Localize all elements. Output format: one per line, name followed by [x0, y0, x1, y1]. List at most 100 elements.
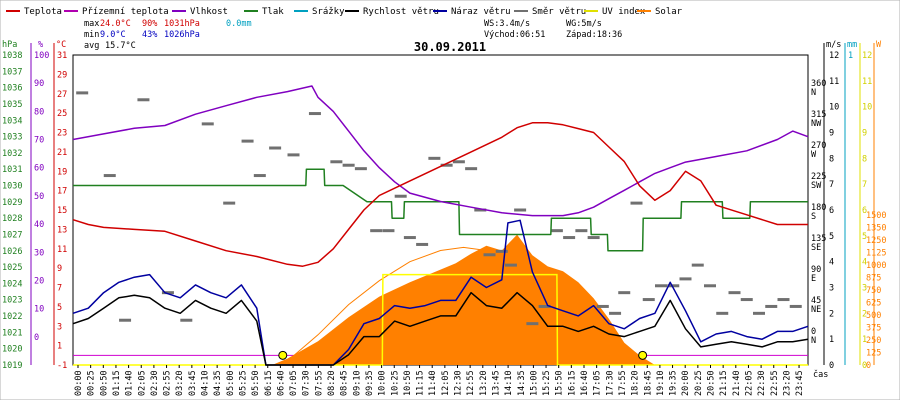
temperature-tick-label: 21 — [57, 148, 67, 158]
min-humidity: 43% — [142, 30, 157, 40]
wind-speed-tick-label: 11 — [829, 77, 839, 87]
x-tick-label: 20:00 — [681, 370, 691, 396]
temperature-tick-label: 27 — [57, 90, 67, 100]
humidity-tick-label: 10 — [34, 305, 44, 315]
temperature-tick-label: 23 — [57, 129, 67, 139]
pressure-tick-label: 1037 — [2, 67, 22, 77]
x-tick-label: 00:25 — [87, 370, 97, 396]
x-tick-label: 05:25 — [238, 370, 248, 396]
wind-dir-tick-label: N — [811, 336, 816, 346]
plot-area — [72, 54, 809, 366]
solar-tick-label: 0 — [866, 361, 871, 371]
uv-tick-label: 10 — [862, 103, 872, 113]
pressure-tick-label: 1022 — [2, 312, 22, 322]
x-tick-label: 14:10 — [504, 370, 514, 396]
uv-tick-label: 4 — [862, 258, 867, 268]
x-tick-label: 20:25 — [694, 370, 704, 396]
temperature-tick-label: 31 — [57, 51, 67, 61]
temperature-tick-label: 7 — [57, 284, 62, 294]
pressure-tick-label: 1030 — [2, 182, 22, 192]
humidity-tick-label: 40 — [34, 220, 44, 230]
x-tick-label: 10:25 — [390, 370, 400, 396]
wind-dir-tick-label: S — [811, 212, 816, 222]
stats-panel: max 24.0°C 90% 1031hPa 0.0mm min 9.0°C 4… — [84, 19, 622, 51]
pressure-tick-label: 1029 — [2, 198, 22, 208]
wind-dir-tick-label: 225 — [811, 172, 826, 182]
wind-dir-tick-label: 270 — [811, 141, 826, 151]
unit-degc: °C — [56, 40, 66, 50]
x-tick-label: 16:40 — [580, 370, 590, 396]
legend: Teplota Přízemní teplota Vlhkost Tlak Srážky… — [6, 7, 683, 17]
x-tick-label: 08:20 — [327, 370, 337, 396]
pressure-tick-label: 1020 — [2, 345, 22, 355]
x-tick-label: 01:40 — [125, 370, 135, 396]
x-tick-label: 11:40 — [428, 370, 438, 396]
x-tick-label: 15:25 — [542, 370, 552, 396]
temperature-tick-label: 13 — [57, 225, 67, 235]
temperature-tick-label: 11 — [57, 245, 67, 255]
x-tick-label: 22:55 — [770, 370, 780, 396]
x-tick-label: 15:50 — [555, 370, 565, 396]
wind-dir-tick-label: 90 — [811, 265, 821, 275]
x-tick-label: 13:45 — [491, 370, 501, 396]
legend-label: Směr větru — [532, 7, 586, 17]
x-tick-label: 18:45 — [643, 370, 653, 396]
wind-speed-tick-label: 3 — [829, 284, 834, 294]
temperature-tick-label: 3 — [57, 322, 62, 332]
pressure-tick-label: 1026 — [2, 247, 22, 257]
x-tick-label: 19:35 — [669, 370, 679, 396]
temperature-tick-label: 5 — [57, 303, 62, 313]
pressure-tick-label: 1025 — [2, 263, 22, 273]
pressure-tick-label: 1033 — [2, 133, 22, 143]
wind-dir-tick-label: N — [811, 88, 816, 98]
uv-tick-label: 1 — [862, 335, 867, 345]
legend-label: Náraz větru — [451, 7, 511, 17]
x-tick-label: 18:20 — [631, 370, 641, 396]
uv-tick-label: 6 — [862, 206, 867, 216]
x-tick-label: 13:20 — [479, 370, 489, 396]
unit-w: W — [876, 40, 882, 50]
wind-dir-tick-label: NW — [811, 119, 822, 129]
legend-label: Rychlost větru — [363, 7, 439, 17]
wind-dir-tick-label: E — [811, 274, 816, 284]
wind-dir-tick-label: 0 — [811, 327, 816, 337]
max-humidity: 90% — [142, 19, 157, 29]
chart-title: 30.09.2011 — [414, 40, 486, 54]
x-tick-label: 17:30 — [605, 370, 615, 396]
x-tick-label: 23:45 — [795, 370, 805, 396]
max-label: max — [84, 19, 99, 29]
x-tick-label: 08:45 — [340, 370, 350, 396]
legend-label: Solar — [655, 7, 683, 17]
x-tick-label: 07:30 — [302, 370, 312, 396]
sunset: Západ:18:36 — [566, 30, 622, 40]
x-tick-label: 02:30 — [150, 370, 160, 396]
uv-tick-label: 0 — [862, 361, 867, 371]
uv-tick-label: 11 — [862, 77, 872, 87]
temperature-tick-label: -1 — [57, 361, 67, 371]
wind-dir-tick-label: 360 — [811, 79, 826, 89]
solar-tick-label: 1000 — [866, 261, 886, 271]
x-tick-label: 12:30 — [454, 370, 464, 396]
humidity-tick-label: 70 — [34, 136, 44, 146]
humidity-tick-label: 90 — [34, 79, 44, 89]
temperature-tick-label: 29 — [57, 70, 67, 80]
wind-speed-tick-label: 10 — [829, 103, 839, 113]
max-pressure: 1031hPa — [164, 19, 200, 29]
humidity-tick-label: 100 — [34, 51, 49, 61]
solar-tick-label: 1350 — [866, 224, 886, 234]
x-tick-label: 23:20 — [782, 370, 792, 396]
x-tick-label: 22:05 — [744, 370, 754, 396]
wind-speed-tick-label: 2 — [829, 309, 834, 319]
wind-dir-tick-label: 135 — [811, 234, 826, 244]
wind-dir-tick-label: SE — [811, 243, 821, 253]
wind-speed-tick-label: 0 — [829, 361, 834, 371]
sunrise: Východ:06:51 — [484, 30, 545, 40]
x-tick-label: 00:50 — [99, 370, 109, 396]
temperature-tick-label: 15 — [57, 206, 67, 216]
x-tick-label: 02:05 — [137, 370, 147, 396]
sunset-marker — [638, 350, 648, 360]
legend-label: Přízemní teplota — [82, 7, 169, 17]
uv-tick-label: 12 — [862, 51, 872, 61]
x-tick-label: 11:15 — [416, 370, 426, 396]
